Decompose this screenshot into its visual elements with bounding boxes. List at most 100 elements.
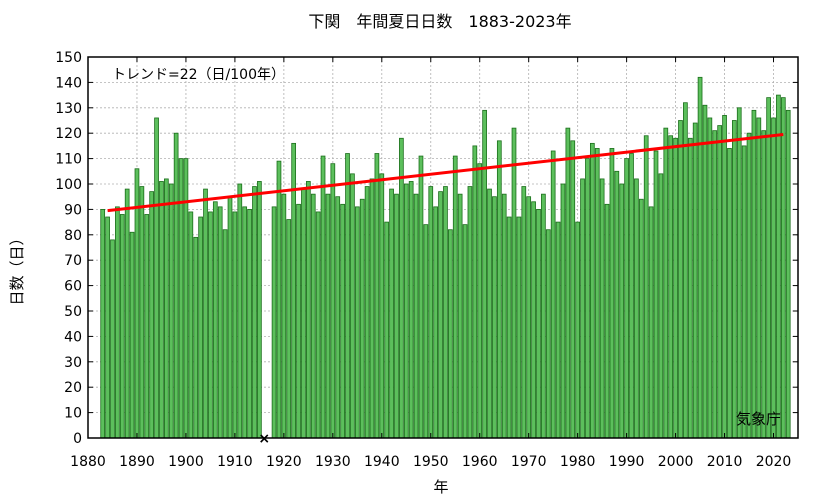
bar bbox=[286, 219, 292, 439]
bar bbox=[477, 163, 483, 439]
x-tick-label: 1990 bbox=[609, 454, 645, 470]
x-tick-label: 2000 bbox=[658, 454, 694, 470]
y-tick-label: 70 bbox=[64, 253, 82, 269]
bar bbox=[144, 214, 150, 439]
bar bbox=[678, 120, 683, 439]
x-tick-label: 1960 bbox=[462, 454, 498, 470]
chart-title: 下関 年間夏日日数 1883-2023年 bbox=[308, 12, 571, 31]
x-tick-label: 1930 bbox=[315, 454, 351, 470]
bar bbox=[198, 216, 203, 439]
bar bbox=[188, 211, 194, 439]
y-tick-label: 20 bbox=[64, 380, 82, 396]
bar bbox=[501, 193, 507, 439]
y-tick-label: 110 bbox=[55, 152, 82, 168]
bar bbox=[168, 183, 174, 439]
y-tick-label: 130 bbox=[55, 101, 82, 117]
bar bbox=[330, 163, 336, 439]
bar bbox=[443, 186, 448, 439]
y-tick-label: 40 bbox=[64, 329, 82, 345]
bar bbox=[707, 117, 713, 439]
bar bbox=[482, 109, 487, 439]
bar bbox=[315, 211, 321, 439]
bar bbox=[560, 183, 566, 439]
trend-line bbox=[107, 132, 784, 213]
y-tick-label: 10 bbox=[64, 406, 82, 422]
bar bbox=[399, 137, 404, 439]
bars bbox=[100, 76, 791, 439]
missing-markers: × bbox=[258, 431, 270, 447]
bar bbox=[727, 148, 732, 439]
bar bbox=[462, 224, 468, 439]
bar bbox=[134, 168, 140, 439]
bar bbox=[301, 188, 306, 439]
y-tick-label: 60 bbox=[64, 279, 82, 295]
bar bbox=[746, 132, 752, 439]
bar bbox=[751, 109, 757, 439]
bar bbox=[683, 102, 688, 439]
y-tick-label: 80 bbox=[64, 228, 82, 244]
bar bbox=[237, 183, 243, 439]
bar bbox=[252, 186, 257, 439]
bar bbox=[565, 127, 571, 439]
bar bbox=[413, 193, 419, 439]
bar bbox=[776, 94, 781, 439]
bar bbox=[428, 186, 434, 439]
bar bbox=[433, 206, 439, 439]
x-tick-label: 1940 bbox=[364, 454, 400, 470]
x-axis-ticks: 1880 1890 1900 1910 1920 1930 1940 1950 1960 1970… bbox=[70, 57, 791, 470]
bar bbox=[335, 196, 341, 439]
bar bbox=[247, 208, 252, 439]
bar bbox=[203, 188, 208, 439]
x-tick-label: 1980 bbox=[560, 454, 596, 470]
bar bbox=[384, 221, 390, 439]
y-tick-label: 30 bbox=[64, 355, 82, 371]
bar bbox=[624, 158, 629, 439]
bar bbox=[276, 160, 282, 439]
bar bbox=[457, 193, 463, 439]
bar bbox=[570, 140, 576, 439]
bar bbox=[521, 186, 527, 439]
bar bbox=[115, 206, 120, 439]
bar bbox=[526, 196, 532, 439]
bar bbox=[629, 153, 634, 439]
bar bbox=[105, 216, 110, 439]
bar bbox=[242, 206, 248, 439]
bar bbox=[208, 211, 213, 439]
bar bbox=[594, 148, 600, 439]
bar bbox=[741, 145, 747, 439]
bar bbox=[296, 203, 301, 439]
bar bbox=[408, 181, 414, 439]
bar bbox=[257, 181, 262, 439]
bar bbox=[291, 142, 297, 439]
bar bbox=[550, 150, 556, 439]
bar bbox=[100, 208, 106, 439]
bar bbox=[227, 196, 233, 439]
bar bbox=[575, 221, 581, 439]
bar bbox=[212, 201, 218, 439]
x-tick-label: 1950 bbox=[413, 454, 449, 470]
x-axis-label: 年 bbox=[433, 478, 448, 496]
bar bbox=[374, 153, 380, 439]
bar bbox=[124, 188, 130, 439]
x-tick-label: 1910 bbox=[217, 454, 253, 470]
bar bbox=[320, 155, 326, 439]
bar bbox=[555, 221, 561, 439]
bar bbox=[697, 76, 703, 439]
bar bbox=[281, 193, 287, 439]
bar bbox=[447, 229, 453, 439]
bar bbox=[663, 127, 669, 439]
bar bbox=[585, 158, 590, 439]
y-axis-label: 日数（日） bbox=[8, 230, 26, 305]
x-tick-label: 1920 bbox=[266, 454, 302, 470]
bar bbox=[780, 97, 786, 439]
bar bbox=[604, 203, 610, 439]
bar bbox=[766, 97, 771, 439]
bar bbox=[736, 107, 742, 439]
bar bbox=[531, 201, 536, 439]
bar bbox=[350, 173, 355, 439]
bar bbox=[325, 193, 331, 439]
bar bbox=[271, 206, 277, 439]
x-tick-label: 2020 bbox=[756, 454, 792, 470]
bar bbox=[310, 193, 316, 439]
